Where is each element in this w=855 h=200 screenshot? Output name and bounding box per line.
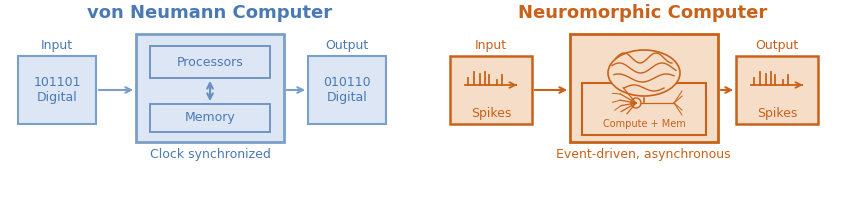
Bar <box>736 56 818 124</box>
Text: Neuromorphic Computer: Neuromorphic Computer <box>518 4 768 22</box>
Bar <box>150 46 270 78</box>
Text: Processors: Processors <box>177 55 244 68</box>
Text: Input: Input <box>475 39 507 52</box>
Bar <box>582 83 706 135</box>
Bar <box>18 56 96 124</box>
Text: Memory: Memory <box>185 112 235 124</box>
Bar <box>450 56 532 124</box>
Text: Digital: Digital <box>327 92 368 104</box>
Text: Event-driven, asynchronous: Event-driven, asynchronous <box>556 148 730 161</box>
Text: von Neumann Computer: von Neumann Computer <box>87 4 333 22</box>
Ellipse shape <box>608 50 680 96</box>
Text: Output: Output <box>755 39 799 52</box>
Text: Output: Output <box>326 39 369 52</box>
Bar <box>150 104 270 132</box>
Text: Clock synchronized: Clock synchronized <box>150 148 270 161</box>
Circle shape <box>631 98 641 108</box>
Text: Input: Input <box>41 39 73 52</box>
Text: 010110: 010110 <box>323 76 371 90</box>
Text: Compute + Mem: Compute + Mem <box>603 119 686 129</box>
Bar <box>570 34 718 142</box>
Text: Spikes: Spikes <box>471 106 511 119</box>
Bar <box>136 34 284 142</box>
Text: 101101: 101101 <box>33 76 80 90</box>
Text: Digital: Digital <box>37 92 77 104</box>
Bar <box>308 56 386 124</box>
Text: Spikes: Spikes <box>757 106 797 119</box>
